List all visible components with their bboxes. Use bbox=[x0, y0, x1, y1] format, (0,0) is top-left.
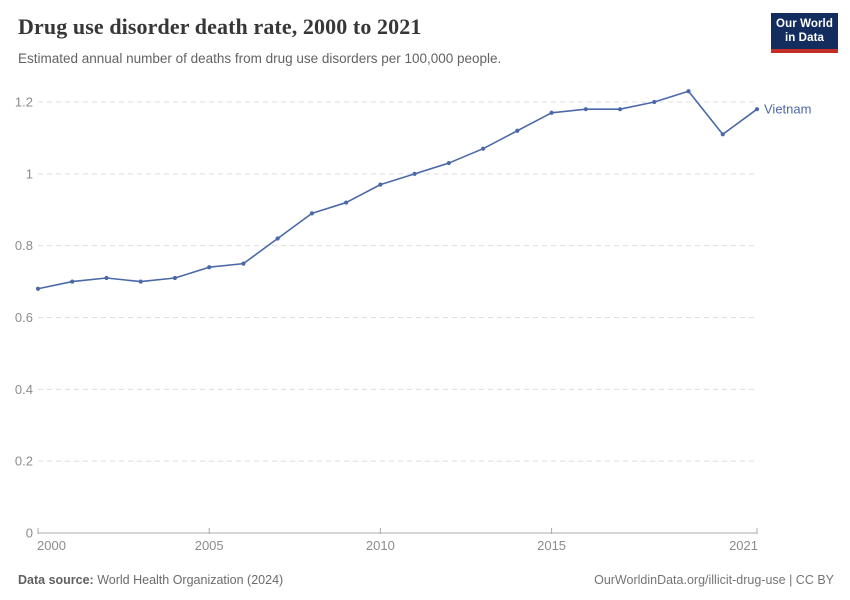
data-point[interactable] bbox=[549, 110, 554, 115]
x-tick-label: 2000 bbox=[37, 538, 66, 553]
data-point[interactable] bbox=[652, 99, 657, 105]
chart-footer: Data source: World Health Organization (… bbox=[18, 573, 834, 587]
data-source-value: World Health Organization (2024) bbox=[93, 573, 284, 587]
x-tick-label: 2015 bbox=[537, 538, 566, 553]
data-point[interactable] bbox=[412, 171, 417, 176]
y-tick-label: 0.2 bbox=[15, 454, 33, 469]
data-point[interactable] bbox=[207, 265, 212, 270]
owid-logo[interactable]: Our World in Data bbox=[771, 13, 838, 54]
owid-logo-line1: Our World bbox=[776, 18, 833, 30]
y-tick-label: 1.2 bbox=[15, 94, 33, 109]
series-label[interactable]: Vietnam bbox=[764, 102, 811, 117]
data-point[interactable] bbox=[515, 128, 520, 133]
credit-link[interactable]: OurWorldinData.org/illicit-drug-use | CC… bbox=[594, 573, 834, 587]
y-tick-label: 0 bbox=[26, 526, 33, 541]
data-point[interactable] bbox=[686, 89, 691, 94]
data-point[interactable] bbox=[754, 107, 760, 112]
data-point[interactable] bbox=[480, 146, 486, 151]
y-tick-label: 0.4 bbox=[15, 382, 33, 397]
data-point[interactable] bbox=[617, 107, 623, 112]
data-point[interactable] bbox=[583, 107, 588, 112]
y-tick-label: 1 bbox=[26, 166, 33, 181]
data-point[interactable] bbox=[172, 275, 178, 281]
y-tick-label: 0.6 bbox=[15, 310, 33, 325]
x-tick-label: 2010 bbox=[366, 538, 395, 553]
data-point[interactable] bbox=[720, 132, 725, 137]
data-point[interactable] bbox=[138, 279, 143, 284]
y-tick-label: 0.8 bbox=[15, 238, 33, 253]
data-point[interactable] bbox=[378, 182, 383, 187]
series-line[interactable] bbox=[37, 90, 758, 290]
data-source: Data source: World Health Organization (… bbox=[18, 573, 283, 587]
data-point[interactable] bbox=[241, 261, 246, 266]
data-point[interactable] bbox=[104, 275, 109, 281]
owid-logo-line2: in Data bbox=[784, 31, 825, 44]
data-point[interactable] bbox=[35, 286, 41, 291]
x-tick-label: 2005 bbox=[195, 538, 224, 553]
data-source-label: Data source: bbox=[18, 573, 94, 587]
x-tick-label: 2021 bbox=[729, 538, 758, 553]
data-point[interactable] bbox=[446, 160, 451, 166]
page-subtitle: Estimated annual number of deaths from d… bbox=[18, 51, 502, 66]
data-point[interactable] bbox=[309, 211, 315, 216]
data-point[interactable] bbox=[70, 279, 75, 284]
data-point[interactable] bbox=[344, 200, 349, 205]
page-title: Drug use disorder death rate, 2000 to 20… bbox=[18, 14, 422, 39]
data-point[interactable] bbox=[275, 236, 280, 241]
